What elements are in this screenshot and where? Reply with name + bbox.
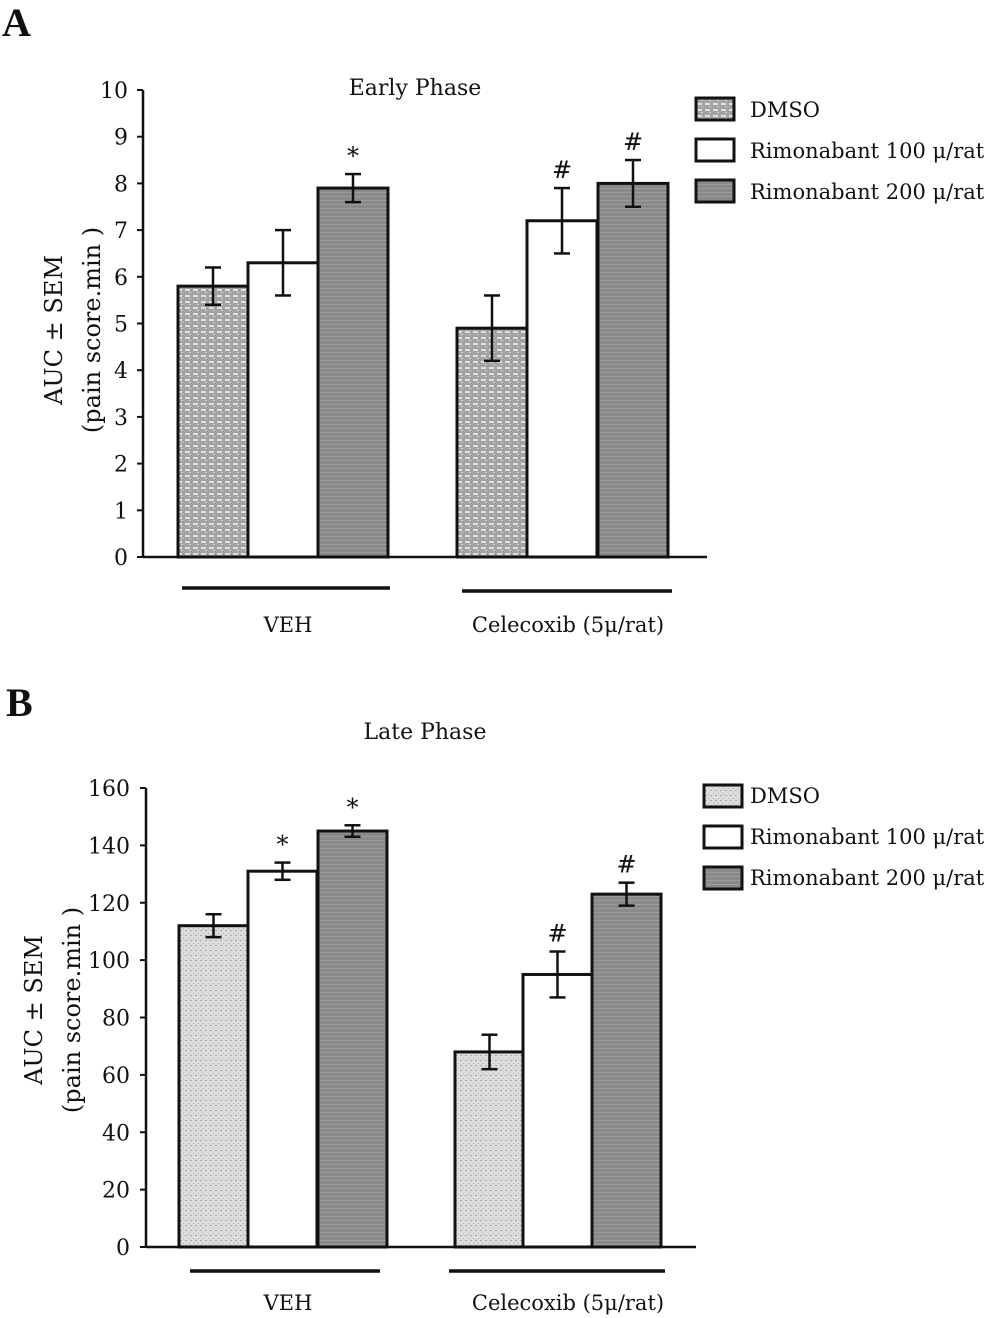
bar-a-1-0: [455, 326, 529, 559]
group-label-b-veh: VEH: [263, 1291, 313, 1315]
legend-swatch-b-0: [702, 783, 744, 809]
group-label-b-celecoxib: Celecoxib (5μ/rat): [472, 1291, 664, 1315]
panel-label-a: A: [2, 0, 31, 45]
legend-a-label-dmso: DMSO: [750, 98, 820, 122]
y-axis-label-b-line2: (pain score.min ): [58, 907, 86, 1113]
y-tick-label-a: 2: [114, 453, 128, 478]
y-axis-label-a: AUC ± SEM (pain score.min ): [40, 227, 106, 433]
y-axis-label-b-line1: AUC ± SEM: [20, 935, 48, 1086]
chart-title-b: Late Phase: [364, 720, 487, 745]
bar-a-0-1: [246, 261, 320, 559]
bar-a-1-2: [596, 181, 670, 559]
y-tick-label-a: 9: [114, 126, 128, 151]
legend-swatch-a-1: [694, 137, 736, 163]
bar-a-1-1: [525, 219, 599, 559]
legend-b-label-dmso: DMSO: [750, 784, 820, 808]
legend-swatch-b-1: [702, 824, 744, 850]
bar-b-0-2: [316, 829, 389, 1249]
y-tick-label-b: 60: [102, 1064, 130, 1089]
y-tick-label-a: 1: [114, 499, 128, 524]
significance-mark-a: #: [623, 128, 643, 156]
y-tick-label-b: 40: [102, 1121, 130, 1146]
y-tick-label-a: 8: [114, 172, 128, 197]
legend-swatch-a-2: [694, 178, 736, 204]
group-label-a-celecoxib: Celecoxib (5μ/rat): [472, 613, 664, 637]
plot-area-b: 0 20 40 60 80 100 120 140 160 * * # #: [88, 777, 744, 1273]
significance-mark-b: *: [277, 831, 289, 859]
y-axis-label-a-line1: AUC ± SEM: [40, 255, 68, 406]
legend-swatch-a-0: [694, 96, 736, 122]
y-tick-label-a: 5: [114, 313, 128, 338]
y-axis-label-a-line2: (pain score.min ): [78, 227, 106, 433]
y-tick-label-b: 120: [88, 892, 130, 917]
y-tick-label-b: 140: [88, 834, 130, 859]
legend-b-label-r100: Rimonabant 100 μ/rat: [750, 825, 985, 849]
y-tick-label-a: 4: [114, 359, 128, 384]
bar-b-0-1: [246, 869, 319, 1249]
panel-label-b: B: [6, 680, 33, 725]
group-label-a-veh: VEH: [263, 613, 313, 637]
y-tick-label-b: 20: [102, 1179, 130, 1204]
bar-b-1-0: [453, 1050, 526, 1249]
legend-swatch-b-2: [702, 865, 744, 891]
y-tick-label-a: 3: [114, 406, 128, 431]
bar-b-0-0: [177, 924, 250, 1249]
plot-area-a: 0 1 2 3 4 5 6 7 8 9 10 * # #: [100, 79, 736, 593]
bar-b-1-2: [590, 892, 663, 1249]
bar-b-1-1: [521, 972, 594, 1249]
y-tick-label-b: 160: [88, 777, 130, 802]
y-tick-label-b: 100: [88, 949, 130, 974]
chart-title-a: Early Phase: [349, 76, 482, 101]
y-tick-label-b: 80: [102, 1007, 130, 1032]
y-tick-label-a: 7: [114, 219, 128, 244]
significance-mark-a: *: [347, 142, 359, 170]
bar-a-0-2: [316, 186, 390, 559]
legend-b-label-r200: Rimonabant 200 μ/rat: [750, 866, 985, 890]
legend-a-label-r100: Rimonabant 100 μ/rat: [750, 139, 985, 163]
y-axis-label-b: AUC ± SEM (pain score.min ): [20, 907, 86, 1113]
significance-mark-b: #: [616, 851, 636, 879]
y-tick-label-b: 0: [116, 1236, 130, 1261]
significance-mark-b: *: [347, 793, 359, 821]
y-tick-label-a: 10: [100, 79, 128, 104]
legend-a-label-r200: Rimonabant 200 μ/rat: [750, 180, 985, 204]
y-tick-label-a: 6: [114, 266, 128, 291]
significance-mark-a: #: [552, 156, 572, 184]
significance-mark-b: #: [547, 920, 567, 948]
bar-a-0-0: [176, 284, 250, 559]
y-tick-label-a: 0: [114, 546, 128, 571]
